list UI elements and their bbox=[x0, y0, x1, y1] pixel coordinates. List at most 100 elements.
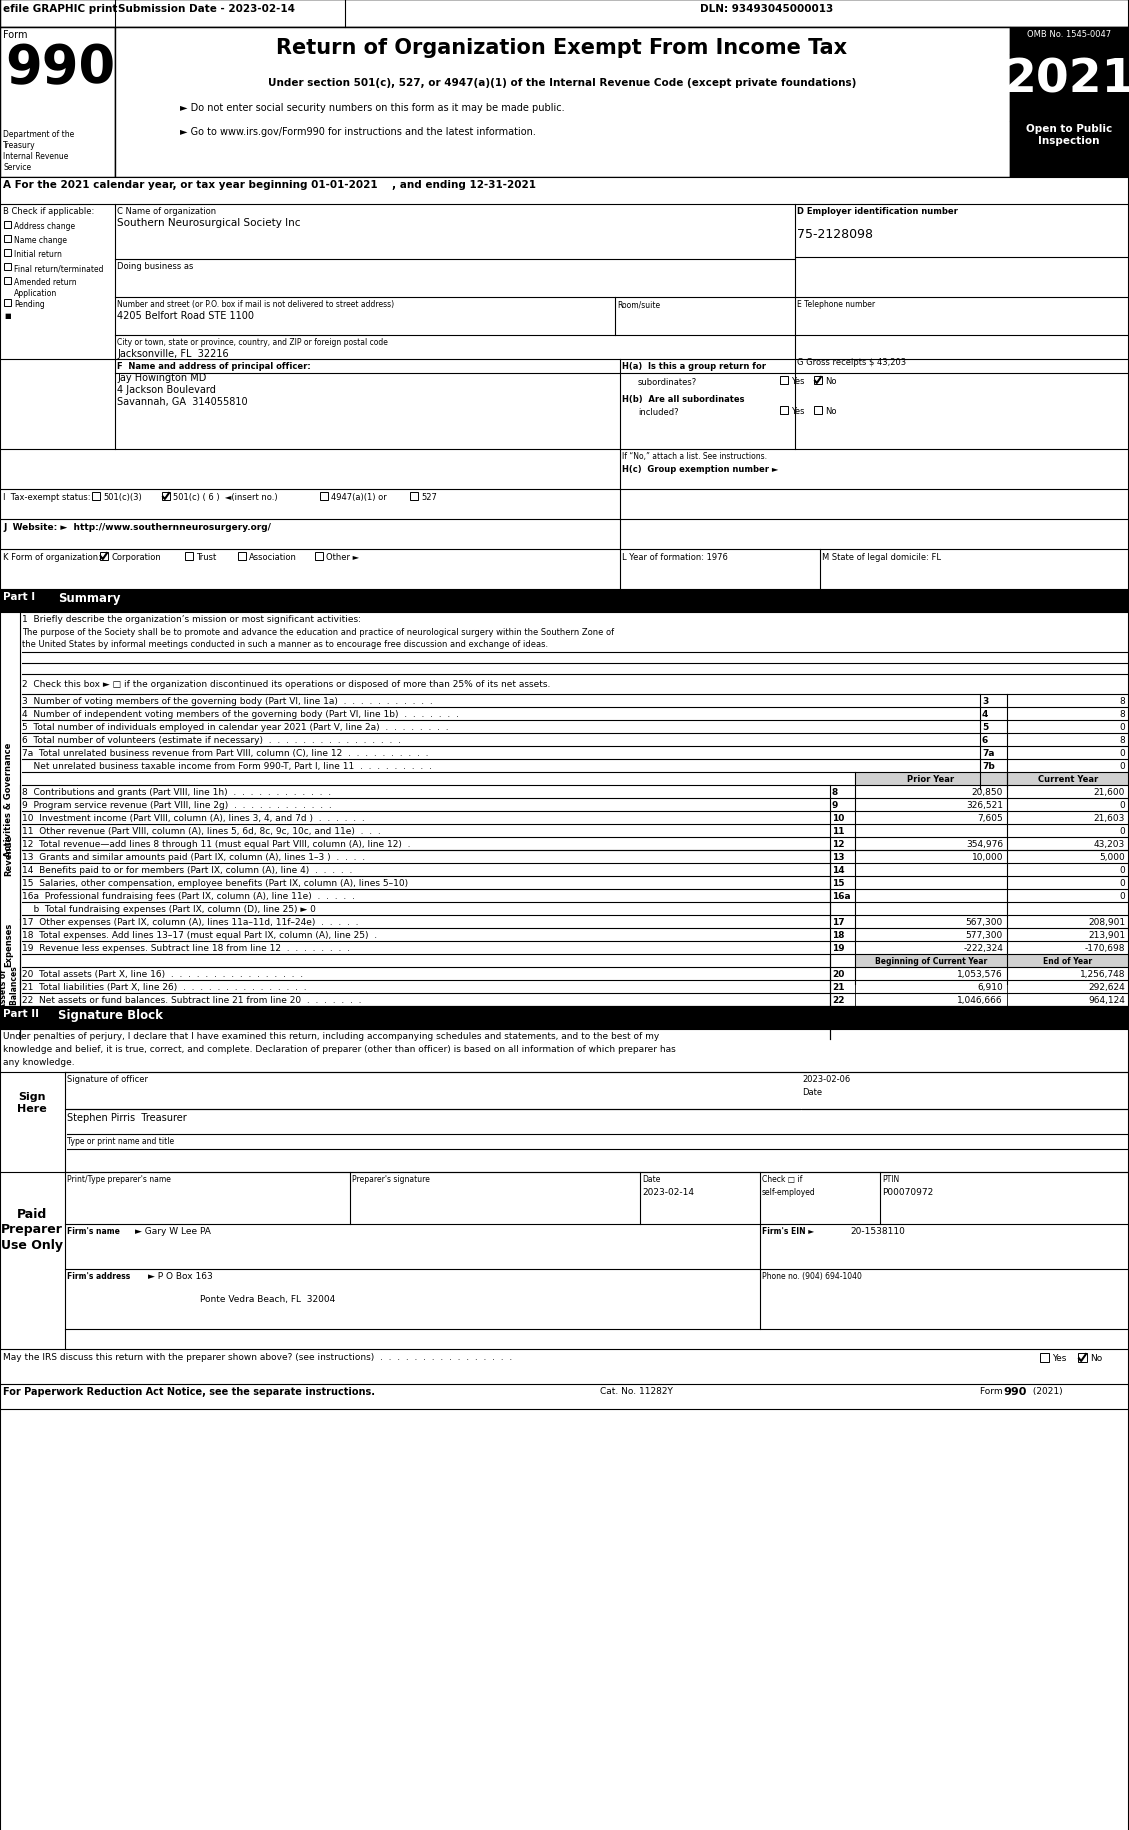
Text: ■: ■ bbox=[5, 313, 10, 318]
Text: self-employed: self-employed bbox=[762, 1188, 816, 1197]
Text: If “No,” attach a list. See instructions.: If “No,” attach a list. See instructions… bbox=[622, 452, 767, 461]
Text: 18  Total expenses. Add lines 13–17 (must equal Part IX, column (A), line 25)  .: 18 Total expenses. Add lines 13–17 (must… bbox=[21, 930, 377, 939]
Text: Date: Date bbox=[802, 1087, 822, 1096]
Bar bbox=[0, 1007, 1129, 1030]
Text: End of Year: End of Year bbox=[1043, 957, 1093, 966]
Bar bbox=[115, 27, 1010, 178]
Text: Beginning of Current Year: Beginning of Current Year bbox=[875, 957, 987, 966]
Bar bbox=[855, 968, 1007, 981]
Text: Signature Block: Signature Block bbox=[58, 1008, 163, 1021]
Text: No: No bbox=[1089, 1352, 1102, 1362]
Bar bbox=[855, 889, 1007, 902]
Text: OMB No. 1545-0047: OMB No. 1545-0047 bbox=[1027, 29, 1111, 38]
Text: the United States by informal meetings conducted in such a manner as to encourag: the United States by informal meetings c… bbox=[21, 640, 548, 648]
Text: Print/Type preparer's name: Print/Type preparer's name bbox=[67, 1175, 170, 1184]
Text: Phone no. (904) 694-1040: Phone no. (904) 694-1040 bbox=[762, 1272, 861, 1281]
Text: Open to Public
Inspection: Open to Public Inspection bbox=[1026, 124, 1112, 146]
Bar bbox=[315, 553, 323, 560]
Bar bbox=[1007, 811, 1129, 825]
Bar bbox=[0, 589, 1129, 613]
Bar bbox=[5, 278, 11, 285]
Text: 16a: 16a bbox=[832, 891, 850, 900]
Text: Net unrelated business taxable income from Form 990-T, Part I, line 11  .  .  . : Net unrelated business taxable income fr… bbox=[21, 761, 432, 770]
Text: B Check if applicable:: B Check if applicable: bbox=[3, 207, 94, 216]
Text: No: No bbox=[825, 377, 837, 386]
Text: Jay Howington MD: Jay Howington MD bbox=[117, 373, 207, 382]
Text: Final return/terminated: Final return/terminated bbox=[14, 264, 104, 273]
Text: 527: 527 bbox=[421, 492, 437, 501]
Text: Name change: Name change bbox=[14, 236, 67, 245]
Text: 8  Contributions and grants (Part VIII, line 1h)  .  .  .  .  .  .  .  .  .  .  : 8 Contributions and grants (Part VIII, l… bbox=[21, 787, 331, 796]
Text: 3: 3 bbox=[982, 697, 988, 706]
Text: P00070972: P00070972 bbox=[882, 1188, 934, 1197]
Text: 990: 990 bbox=[1003, 1387, 1026, 1396]
Text: 20-1538110: 20-1538110 bbox=[850, 1226, 904, 1235]
Text: Cat. No. 11282Y: Cat. No. 11282Y bbox=[599, 1387, 673, 1394]
Bar bbox=[161, 492, 170, 501]
Bar bbox=[980, 759, 1007, 772]
Bar bbox=[830, 811, 855, 825]
Text: ► Do not enter social security numbers on this form as it may be made public.: ► Do not enter social security numbers o… bbox=[180, 102, 564, 113]
Text: any knowledge.: any knowledge. bbox=[3, 1058, 75, 1067]
Text: Department of the
Treasury
Internal Revenue
Service: Department of the Treasury Internal Reve… bbox=[3, 130, 75, 172]
Text: Stephen Pirris  Treasurer: Stephen Pirris Treasurer bbox=[67, 1113, 186, 1122]
Text: 21: 21 bbox=[832, 983, 844, 992]
Bar bbox=[5, 236, 11, 243]
Bar bbox=[615, 298, 795, 337]
Text: 15: 15 bbox=[832, 878, 844, 888]
Text: 75-2128098: 75-2128098 bbox=[797, 229, 873, 242]
Text: ► Gary W Lee PA: ► Gary W Lee PA bbox=[135, 1226, 211, 1235]
Text: 0: 0 bbox=[1119, 723, 1124, 732]
Bar bbox=[830, 877, 855, 889]
Text: Pending: Pending bbox=[14, 300, 45, 309]
Text: 2  Check this box ► □ if the organization discontinued its operations or dispose: 2 Check this box ► □ if the organization… bbox=[21, 679, 550, 688]
Text: Amended return: Amended return bbox=[14, 278, 77, 287]
Text: 4205 Belfort Road STE 1100: 4205 Belfort Road STE 1100 bbox=[117, 311, 254, 320]
Bar bbox=[0, 27, 115, 178]
Text: H(a)  Is this a group return for: H(a) Is this a group return for bbox=[622, 362, 765, 371]
Text: 2023-02-14: 2023-02-14 bbox=[642, 1188, 694, 1197]
Text: J  Website: ►  http://www.southernneurosurgery.org/: J Website: ► http://www.southernneurosur… bbox=[3, 523, 271, 533]
Bar bbox=[855, 877, 1007, 889]
Bar bbox=[115, 205, 795, 260]
Bar bbox=[980, 734, 1007, 747]
Text: C Name of organization: C Name of organization bbox=[117, 207, 216, 216]
Text: 0: 0 bbox=[1119, 891, 1124, 900]
Text: ► P O Box 163: ► P O Box 163 bbox=[148, 1272, 212, 1281]
Bar bbox=[830, 825, 855, 838]
Text: Other ►: Other ► bbox=[326, 553, 359, 562]
Bar bbox=[1007, 941, 1129, 955]
Bar bbox=[1007, 734, 1129, 747]
Bar bbox=[1040, 1352, 1049, 1362]
Text: Initial return: Initial return bbox=[14, 251, 62, 258]
Text: Number and street (or P.O. box if mail is not delivered to street address): Number and street (or P.O. box if mail i… bbox=[117, 300, 394, 309]
Bar bbox=[5, 251, 11, 256]
Bar bbox=[1007, 708, 1129, 721]
Text: Expenses: Expenses bbox=[5, 922, 14, 966]
Text: 3  Number of voting members of the governing body (Part VI, line 1a)  .  .  .  .: 3 Number of voting members of the govern… bbox=[21, 697, 432, 706]
Bar bbox=[238, 553, 246, 560]
Bar bbox=[830, 838, 855, 851]
Text: D Employer identification number: D Employer identification number bbox=[797, 207, 957, 216]
Text: M State of legal domicile: FL: M State of legal domicile: FL bbox=[822, 553, 940, 562]
Text: 5: 5 bbox=[982, 723, 988, 732]
Bar bbox=[795, 205, 1129, 361]
Text: 5,000: 5,000 bbox=[1100, 853, 1124, 862]
Bar bbox=[855, 864, 1007, 877]
Text: 43,203: 43,203 bbox=[1094, 840, 1124, 849]
Text: 20,850: 20,850 bbox=[972, 787, 1003, 796]
Bar bbox=[855, 825, 1007, 838]
Text: Application: Application bbox=[14, 289, 58, 298]
Text: 354,976: 354,976 bbox=[966, 840, 1003, 849]
Bar bbox=[814, 406, 822, 415]
Text: Type or print name and title: Type or print name and title bbox=[67, 1136, 174, 1146]
Bar bbox=[1007, 759, 1129, 772]
Text: 990: 990 bbox=[5, 42, 115, 93]
Bar bbox=[814, 377, 822, 384]
Bar bbox=[1007, 838, 1129, 851]
Text: 2023-02-06: 2023-02-06 bbox=[802, 1074, 850, 1083]
Bar bbox=[830, 889, 855, 902]
Bar bbox=[1007, 721, 1129, 734]
Text: Part I: Part I bbox=[3, 591, 35, 602]
Text: 5  Total number of individuals employed in calendar year 2021 (Part V, line 2a) : 5 Total number of individuals employed i… bbox=[21, 723, 448, 732]
